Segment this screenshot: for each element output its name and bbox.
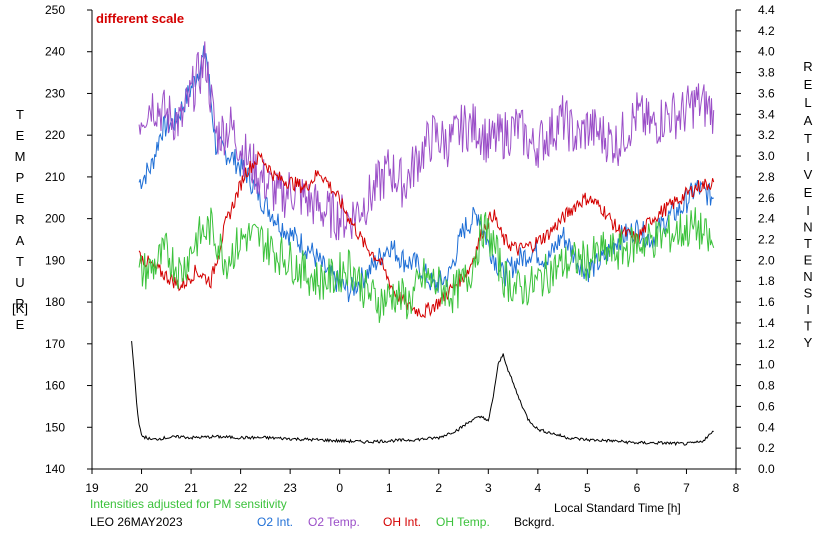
y-left-tick-label: 200 — [45, 212, 65, 226]
chart-axis-labels: 1401501601701801902002102202302402500.00… — [12, 3, 813, 495]
x-tick-label: 5 — [584, 481, 591, 495]
y-right-tick-label: 3.2 — [758, 128, 775, 142]
y-right-tick-label: 3.4 — [758, 107, 775, 121]
y-right-title-char: T — [804, 131, 812, 146]
y-right-tick-label: 4.0 — [758, 45, 775, 59]
series-line-o2-int — [138, 45, 714, 303]
y-left-title-char: M — [15, 149, 26, 164]
y-right-title-char: E — [804, 253, 813, 268]
y-right-tick-label: 0.4 — [758, 420, 775, 434]
y-left-title-char: E — [16, 317, 25, 332]
chart-axes — [87, 9, 741, 474]
y-right-title-char: V — [804, 167, 813, 182]
y-right-tick-label: 2.0 — [758, 253, 775, 267]
y-right-title-char: T — [804, 319, 812, 334]
x-tick-label: 6 — [634, 481, 641, 495]
y-left-tick-label: 170 — [45, 337, 65, 351]
y-right-title-char: Y — [804, 335, 813, 350]
x-tick-label: 23 — [283, 481, 297, 495]
series-line-oh-int — [138, 150, 715, 319]
y-left-unit: [K] — [12, 301, 28, 316]
y-right-title-char: I — [806, 302, 810, 317]
y-right-tick-label: 0.8 — [758, 379, 775, 393]
y-right-tick-label: 1.6 — [758, 295, 775, 309]
legend-background: Bckgrd. — [514, 515, 555, 529]
y-right-tick-label: 2.2 — [758, 233, 775, 247]
series-line-oh-temp — [138, 207, 715, 323]
y-right-title-char: I — [806, 149, 810, 164]
y-right-tick-label: 1.2 — [758, 337, 775, 351]
x-tick-label: 22 — [234, 481, 248, 495]
y-right-tick-label: 0.2 — [758, 441, 775, 455]
y-right-title-char: E — [804, 77, 813, 92]
y-left-tick-label: 230 — [45, 86, 65, 100]
y-right-tick-label: 2.8 — [758, 170, 775, 184]
y-right-tick-label: 0.6 — [758, 399, 775, 413]
y-left-title-char: U — [15, 275, 24, 290]
y-right-title-char: S — [804, 286, 813, 301]
y-right-title-char: L — [804, 95, 811, 110]
y-left-title-char: T — [16, 107, 24, 122]
y-right-tick-label: 4.4 — [758, 3, 775, 17]
y-left-tick-label: 210 — [45, 170, 65, 184]
y-left-title-char: T — [16, 254, 24, 269]
y-right-tick-label: 2.4 — [758, 212, 775, 226]
y-left-tick-label: 140 — [45, 462, 65, 476]
y-right-title-char: T — [804, 236, 812, 251]
y-left-tick-label: 190 — [45, 253, 65, 267]
y-left-title-char: R — [15, 296, 24, 311]
legend-o2-temp: O2 Temp. — [308, 515, 360, 529]
series-line-o2-temp — [138, 41, 715, 241]
y-left-title-char: E — [16, 128, 25, 143]
x-tick-label: 1 — [386, 481, 393, 495]
x-tick-label: 20 — [135, 481, 149, 495]
chart-series — [131, 41, 715, 447]
y-left-title-char: P — [16, 170, 25, 185]
x-tick-label: 2 — [435, 481, 442, 495]
scale-note: different scale — [96, 11, 185, 26]
series-line-bckgrd — [131, 341, 714, 447]
legend-o2-int: O2 Int. — [257, 515, 294, 529]
x-tick-label: 4 — [535, 481, 542, 495]
y-left-title-char: A — [16, 233, 25, 248]
y-right-tick-label: 3.6 — [758, 86, 775, 100]
x-axis-title: Local Standard Time [h] — [554, 501, 681, 515]
y-right-tick-label: 1.4 — [758, 316, 775, 330]
y-right-tick-label: 0.0 — [758, 462, 775, 476]
y-left-tick-label: 220 — [45, 128, 65, 142]
x-tick-label: 3 — [485, 481, 492, 495]
y-right-tick-label: 1.0 — [758, 358, 775, 372]
legend-oh-int: OH Int. — [383, 515, 422, 529]
y-right-tick-label: 4.2 — [758, 24, 775, 38]
y-left-tick-label: 160 — [45, 379, 65, 393]
x-tick-label: 0 — [336, 481, 343, 495]
x-tick-label: 7 — [683, 481, 690, 495]
station-date: LEO 26MAY2023 — [90, 515, 183, 529]
y-right-title-char: R — [803, 59, 812, 74]
y-right-tick-label: 3.8 — [758, 66, 775, 80]
y-right-tick-label: 1.8 — [758, 274, 775, 288]
y-left-tick-label: 240 — [45, 45, 65, 59]
y-right-tick-label: 2.6 — [758, 191, 775, 205]
y-right-title-char: E — [804, 185, 813, 200]
y-right-title-char: N — [803, 220, 812, 235]
y-right-title-char: N — [803, 269, 812, 284]
x-tick-label: 8 — [733, 481, 740, 495]
y-left-title-char: E — [16, 191, 25, 206]
y-left-tick-label: 250 — [45, 3, 65, 17]
y-right-title-char: A — [804, 113, 813, 128]
y-right-tick-label: 3.0 — [758, 149, 775, 163]
y-left-tick-label: 150 — [45, 420, 65, 434]
adjustment-note: Intensities adjusted for PM sensitivity — [90, 497, 287, 511]
y-left-tick-label: 180 — [45, 295, 65, 309]
x-tick-label: 21 — [184, 481, 198, 495]
y-left-title-char: R — [15, 212, 24, 227]
x-tick-label: 19 — [85, 481, 99, 495]
y-right-title-char: I — [806, 203, 810, 218]
legend-oh-temp: OH Temp. — [436, 515, 490, 529]
